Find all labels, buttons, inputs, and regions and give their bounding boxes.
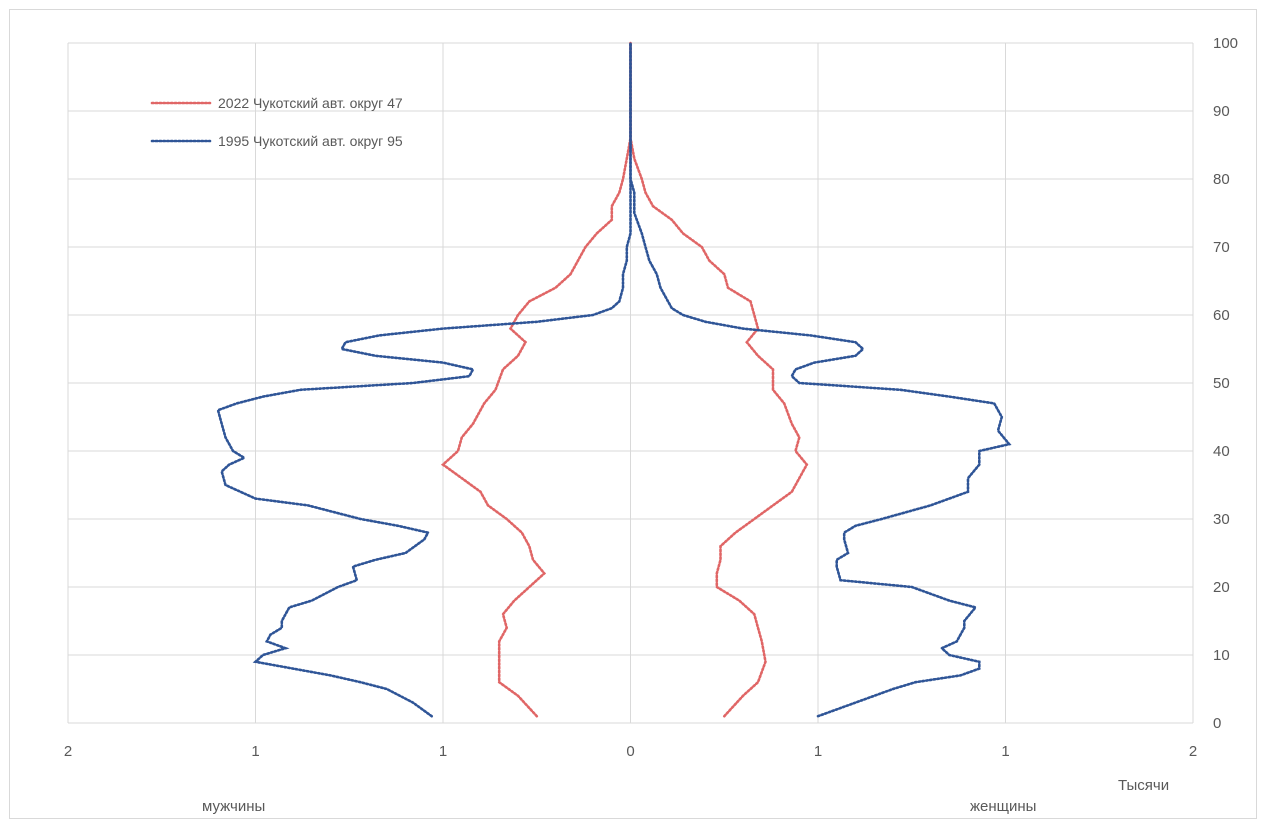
x-tick-label: 1: [439, 743, 447, 760]
chart-area: [9, 9, 1257, 819]
y-tick-label: 100: [1213, 35, 1238, 52]
series-line-blue-right: [629, 41, 1012, 718]
series-line-blue-left: [216, 41, 632, 718]
series-line-red-right: [629, 41, 809, 718]
y-tick-label: 30: [1213, 511, 1230, 528]
legend-label: 1995 Чукотский авт. округ 95: [218, 133, 403, 149]
x-tick-label: 1: [814, 743, 822, 760]
x-axis-tick-labels: 2 1 1 0 1 1 2: [64, 743, 1197, 760]
x-tick-label: 1: [251, 743, 259, 760]
y-tick-label: 90: [1213, 103, 1230, 120]
y-tick-label: 50: [1213, 375, 1230, 392]
x-tick-label: 2: [64, 743, 72, 760]
y-tick-label: 60: [1213, 307, 1230, 324]
legend-label: 2022 Чукотский авт. округ 47: [218, 95, 403, 111]
y-axis-tick-labels: 0 10 20 30 40 50 60 70 80 90 100: [1213, 35, 1238, 732]
y-tick-label: 20: [1213, 579, 1230, 596]
x-tick-label: 0: [626, 743, 634, 760]
right-side-label-women: женщины: [970, 798, 1036, 815]
series-layer: [216, 41, 1012, 718]
legend: 2022 Чукотский авт. округ 47 1995 Чукотск…: [150, 95, 403, 149]
units-label: Тысячи: [1118, 777, 1169, 794]
y-tick-label: 10: [1213, 647, 1230, 664]
series-line-red-left: [440, 41, 632, 718]
y-tick-label: 0: [1213, 715, 1221, 732]
y-tick-label: 70: [1213, 239, 1230, 256]
x-tick-label: 1: [1001, 743, 1009, 760]
x-tick-label: 2: [1189, 743, 1197, 760]
y-tick-label: 80: [1213, 171, 1230, 188]
y-tick-label: 40: [1213, 443, 1230, 460]
left-side-label-men: мужчины: [202, 798, 265, 815]
